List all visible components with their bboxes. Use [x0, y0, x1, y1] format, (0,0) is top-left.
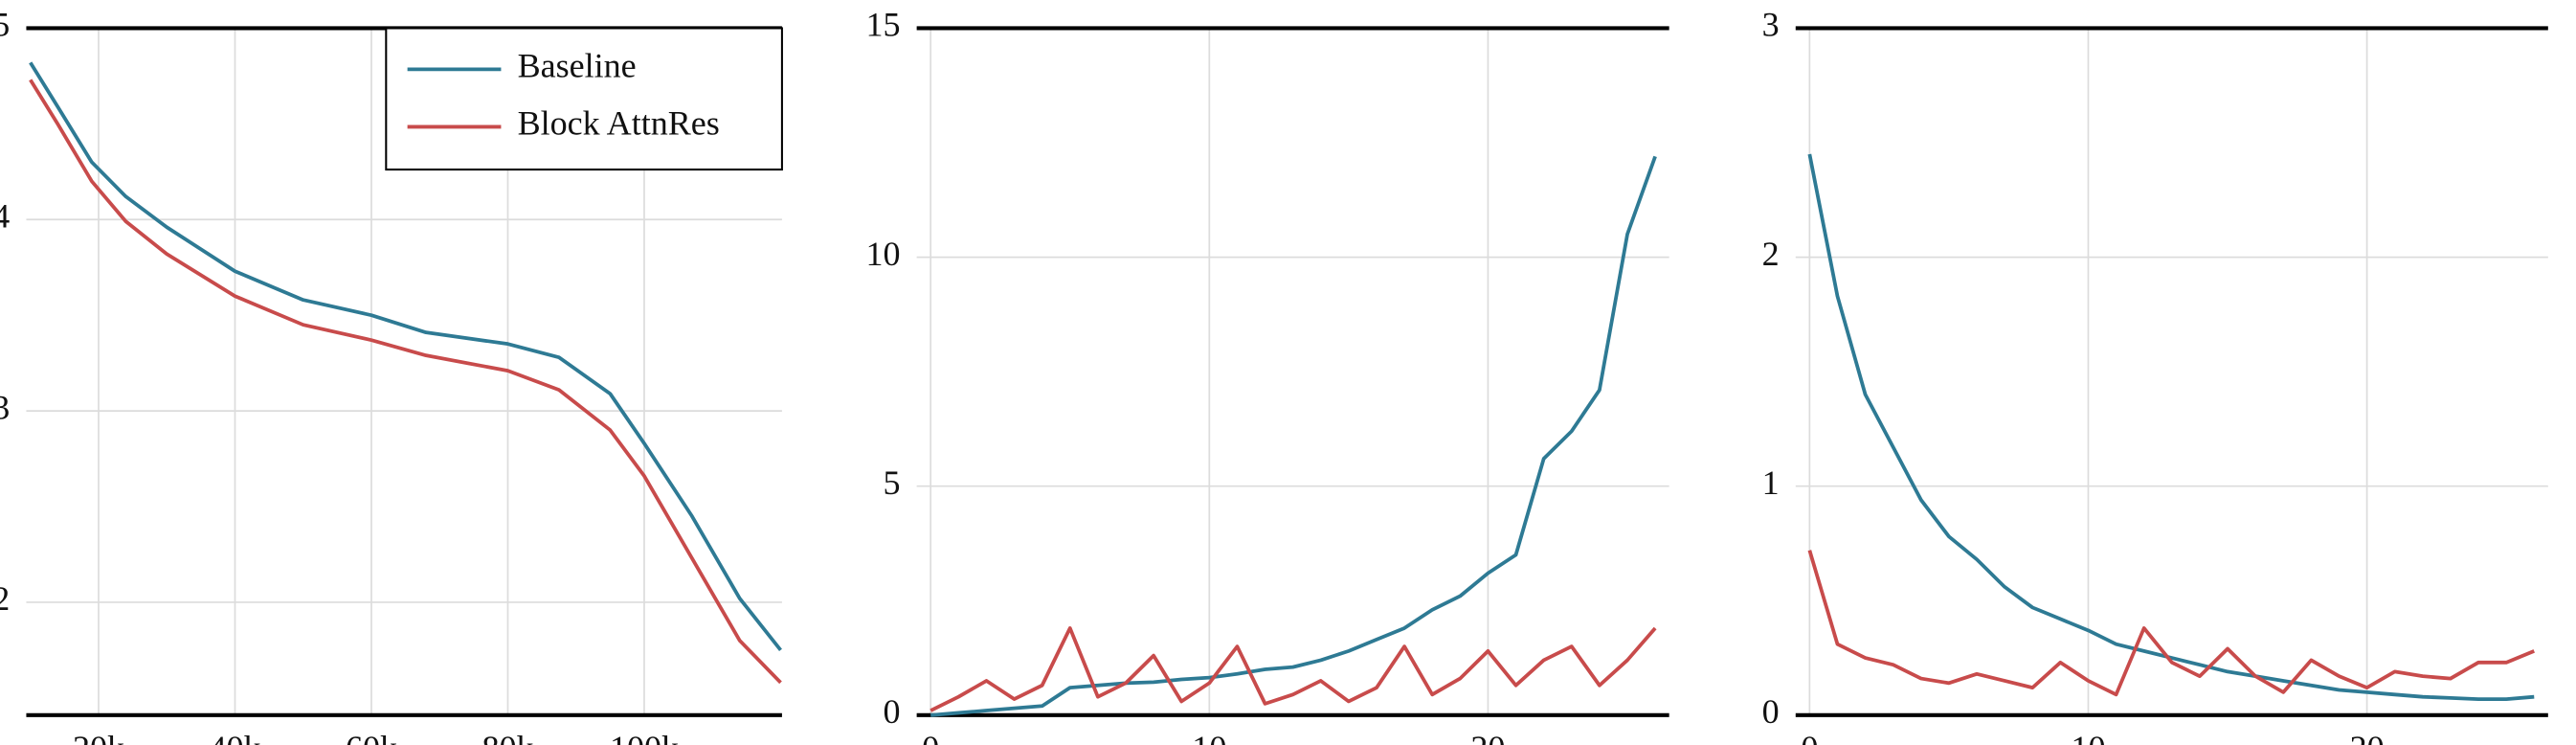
panel: 0 1 2 3 0 10 20: [1762, 6, 2548, 745]
y-tick-label: 3: [0, 388, 10, 426]
y-tick-label: 5: [0, 6, 10, 44]
x-tick-label: 20: [2350, 729, 2385, 745]
y-tick-label: 2: [0, 579, 10, 618]
x-tick-label: 100k: [610, 729, 680, 745]
data-line: [930, 626, 1657, 712]
data-line: [1807, 550, 2535, 697]
y-tick-label: 2: [1762, 235, 1780, 273]
data-line: [930, 155, 1657, 717]
data-line: [1807, 153, 2535, 701]
y-tick-label: 4: [0, 197, 10, 236]
x-tick-label: 80k: [482, 729, 534, 745]
y-tick-label: 3: [1762, 6, 1780, 44]
y-tick-label: 10: [865, 235, 900, 273]
x-tick-label: 20: [1470, 729, 1505, 745]
panel: 2 3 4 5 20k 40k 60k 80k 100k Baseline Block AttnRe…: [0, 6, 783, 745]
data-line: [29, 79, 782, 685]
y-tick-label: 15: [865, 6, 900, 44]
y-tick-label: 0: [883, 692, 900, 731]
x-tick-label: 60k: [346, 729, 398, 745]
legend-label: Block AttnRes: [518, 104, 720, 143]
legend-box: [385, 27, 783, 171]
y-tick-label: 0: [1762, 692, 1780, 731]
x-tick-label: 0: [922, 729, 939, 745]
x-tick-label: 10: [1192, 729, 1226, 745]
data-line: [29, 61, 782, 652]
x-tick-label: 10: [2071, 729, 2105, 745]
y-tick-label: 5: [883, 463, 900, 502]
y-tick-label: 1: [1762, 463, 1780, 502]
legend-label: Baseline: [518, 47, 637, 85]
legend: Baseline Block AttnRes: [385, 27, 783, 171]
x-tick-label: 40k: [209, 729, 261, 745]
x-tick-label: 0: [1801, 729, 1818, 745]
x-tick-label: 20k: [73, 729, 125, 745]
panel: 0 5 10 15 0 10 20: [865, 6, 1669, 745]
